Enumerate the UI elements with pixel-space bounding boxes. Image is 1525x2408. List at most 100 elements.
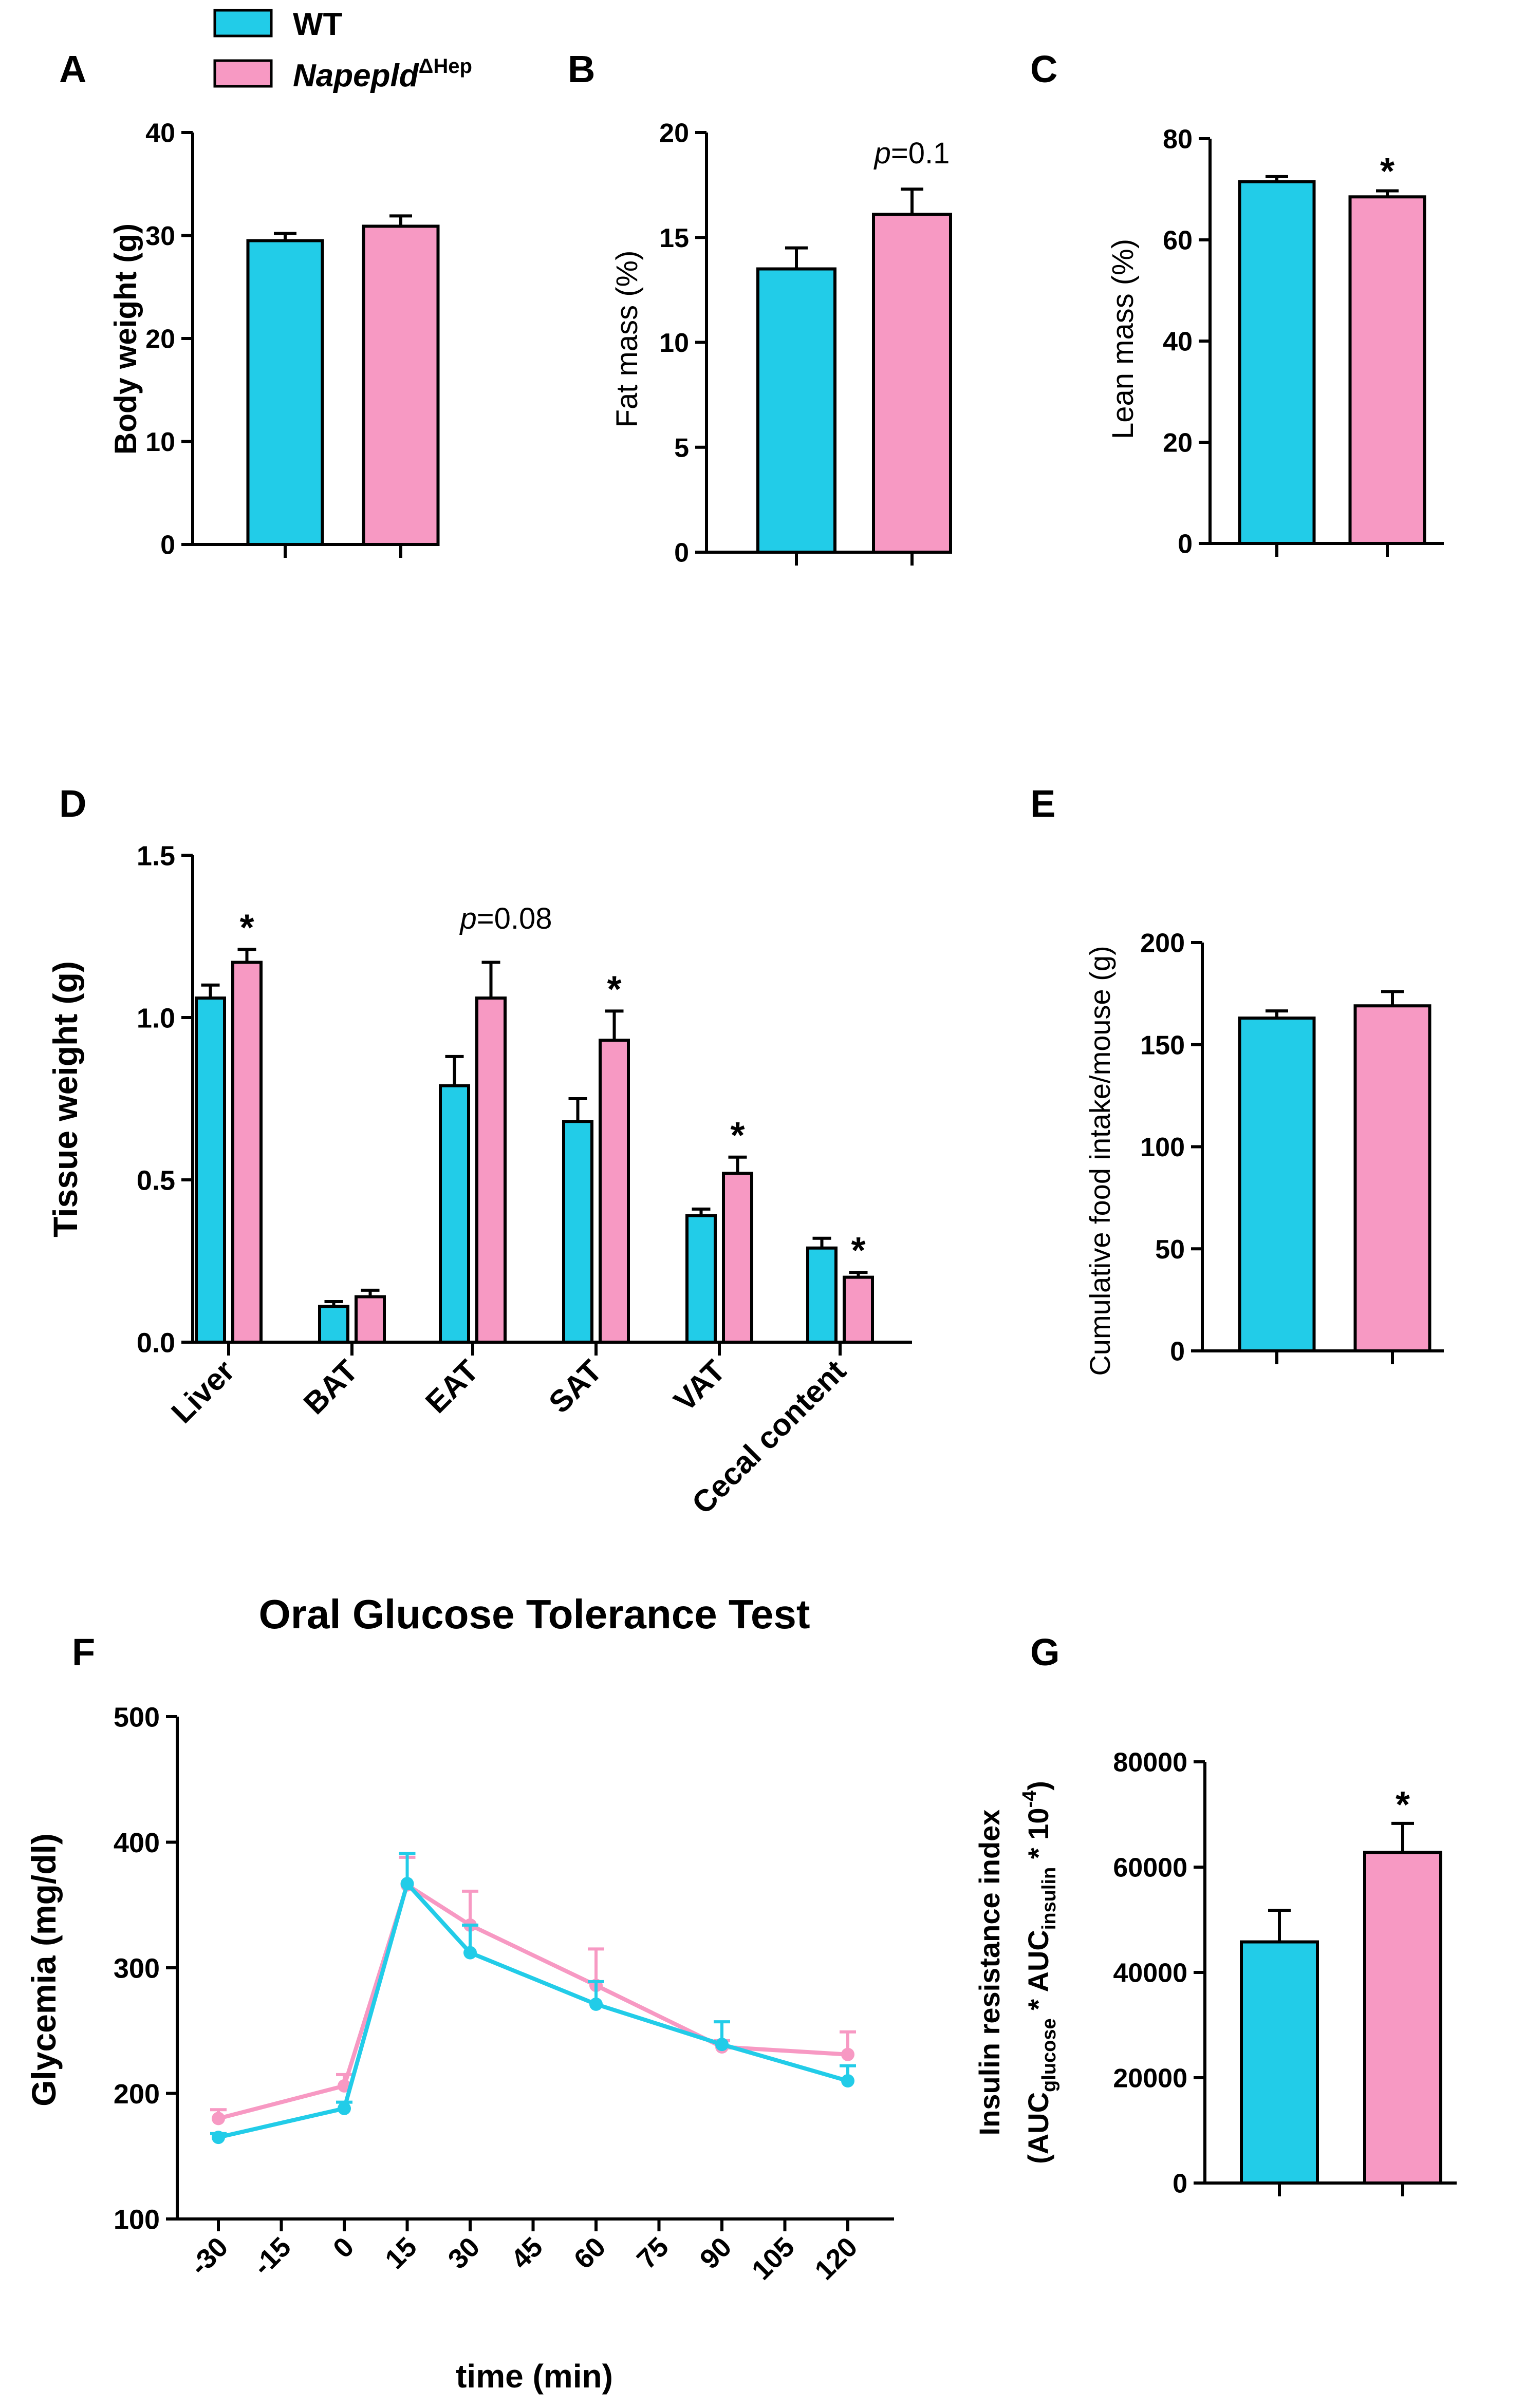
- y-axis-title: Lean mass (%): [1106, 239, 1140, 439]
- x-axis-title: time (min): [456, 2358, 613, 2395]
- panel-e-food-intake-chart: 0 50 100 150 200 Cumulative food intake/mouse…: [1084, 929, 1444, 1376]
- ylabel-part: * 10: [1022, 1808, 1054, 1867]
- y-tick-label: 0: [674, 538, 689, 568]
- y-tick-label: 40000: [1113, 1959, 1187, 1988]
- data-point-wt: [400, 1877, 414, 1891]
- bar-napepld: [362, 224, 440, 546]
- y-tick-label: 0: [1170, 1337, 1185, 1367]
- y-tick-label: 10: [145, 427, 175, 457]
- bar-napepld: [1363, 1851, 1442, 2185]
- y-tick-label: 5: [674, 433, 689, 463]
- y-axis-title-line2: (AUCglucose * AUCinsulin * 10-4): [1019, 1781, 1060, 2164]
- panel-a-body-weight-chart: 0 10 20 30 40 Body weight (g): [108, 119, 440, 560]
- bar-napepld: [1353, 1004, 1431, 1352]
- y-tick-label: 20: [1163, 428, 1193, 458]
- significance-star: *: [239, 907, 254, 948]
- bar-napepld: [475, 996, 507, 1344]
- y-tick-label: 150: [1140, 1030, 1185, 1060]
- bar-napepld: [599, 1039, 630, 1344]
- y-tick-label: 30: [145, 221, 175, 251]
- legend-label-wt: WT: [293, 7, 343, 42]
- panel-letter-g: G: [1030, 1631, 1060, 1673]
- chart-title: Oral Glucose Tolerance Test: [259, 1591, 810, 1637]
- y-tick-label: 60: [1163, 226, 1193, 256]
- bar-wt: [1240, 1940, 1319, 2185]
- bar-wt: [246, 239, 324, 546]
- data-point-wt: [715, 2038, 729, 2052]
- bar-wt: [195, 996, 226, 1344]
- panel-letter-d: D: [59, 782, 86, 825]
- bar-napepld: [231, 961, 263, 1344]
- ylabel-subscript: glucose: [1038, 2018, 1060, 2092]
- legend-label-ko: NapepldΔHep: [293, 55, 472, 93]
- y-tick-label: 1.5: [137, 840, 175, 871]
- significance-star: *: [1396, 1784, 1410, 1826]
- y-tick-label: 15: [659, 223, 689, 253]
- y-tick-label: 20: [659, 119, 689, 148]
- panel-letter-a: A: [59, 48, 86, 90]
- significance-star: *: [851, 1230, 865, 1271]
- ylabel-superscript: -4: [1019, 1791, 1040, 1808]
- panel-letter-c: C: [1030, 48, 1057, 90]
- y-tick-label: 100: [1140, 1133, 1185, 1162]
- panel-letter-b: B: [568, 48, 595, 90]
- y-tick-label: 20000: [1113, 2064, 1187, 2094]
- data-point-wt: [589, 1997, 603, 2011]
- data-point-napepld: [841, 2047, 854, 2061]
- bar-wt: [439, 1084, 470, 1344]
- y-axis-title: Glycemia (mg/dl): [25, 1833, 63, 2106]
- bar-wt: [806, 1246, 838, 1344]
- y-tick-label: 80: [1163, 125, 1193, 155]
- y-tick-label: 40: [145, 119, 175, 148]
- ylabel-subscript: insulin: [1038, 1867, 1060, 1930]
- panel-c-lean-mass-chart: 0 20 40 60 80 Lean mass (%) *: [1106, 125, 1444, 559]
- y-tick-label: 0.5: [137, 1165, 175, 1196]
- y-tick-label: 60000: [1113, 1853, 1187, 1883]
- bar-napepld: [355, 1295, 386, 1344]
- significance-star: *: [1380, 151, 1394, 192]
- y-tick-label: 50: [1155, 1235, 1185, 1265]
- y-axis-title: Fat mass (%): [610, 251, 644, 428]
- y-tick-label: 400: [114, 1828, 160, 1858]
- legend-swatch-ko: [213, 59, 273, 88]
- y-tick-label: 200: [1140, 929, 1185, 958]
- p-value-annotation: p=0.08: [459, 902, 552, 935]
- legend-label-ko-main: Napepld: [293, 58, 419, 93]
- data-point-wt: [463, 1946, 477, 1960]
- y-tick-label: 0: [1173, 2169, 1187, 2199]
- y-axis-title-line1: Insulin resistance index: [973, 1810, 1006, 2136]
- panel-g-insulin-resistance-chart: 0 20000 40000 60000 80000 Insulin resistance …: [973, 1748, 1457, 2199]
- y-tick-label: 0.0: [137, 1327, 175, 1358]
- significance-star: *: [607, 969, 621, 1010]
- data-point-wt: [841, 2074, 854, 2088]
- bar-napepld: [872, 213, 952, 554]
- y-tick-label: 100: [114, 2204, 160, 2235]
- bar-napepld: [843, 1275, 874, 1344]
- bar-wt: [1238, 180, 1316, 545]
- significance-star: *: [730, 1115, 745, 1156]
- y-tick-label: 500: [114, 1702, 160, 1733]
- bar-napepld: [722, 1172, 753, 1344]
- data-point-wt: [338, 2101, 351, 2115]
- legend: WT NapepldΔHep: [213, 7, 472, 93]
- legend-swatch-wt: [213, 9, 273, 37]
- p-value-annotation: p=0.1: [873, 137, 950, 170]
- y-tick-label: 0: [160, 531, 175, 560]
- y-tick-label: 80000: [1113, 1748, 1187, 1778]
- y-axis-title: Body weight (g): [108, 223, 143, 455]
- y-tick-label: 0: [1178, 530, 1193, 559]
- panel-letter-e: E: [1030, 782, 1055, 825]
- panel-b-fat-mass-chart: 0 5 10 15 20 Fat mass (%) p=0.1: [610, 119, 952, 568]
- bar-wt: [756, 267, 836, 554]
- panel-letter-f: F: [72, 1631, 95, 1673]
- data-point-napepld: [212, 2112, 225, 2125]
- p-value-italic-p: p: [459, 902, 476, 935]
- y-tick-label: 20: [145, 325, 175, 354]
- ylabel-part: ): [1022, 1781, 1054, 1791]
- p-value-number: =0.08: [477, 902, 552, 935]
- y-tick-label: 40: [1163, 327, 1193, 357]
- y-axis-title: Cumulative food intake/mouse (g): [1084, 946, 1116, 1376]
- y-tick-label: 300: [114, 1953, 160, 1984]
- y-tick-label: 1.0: [137, 1003, 175, 1033]
